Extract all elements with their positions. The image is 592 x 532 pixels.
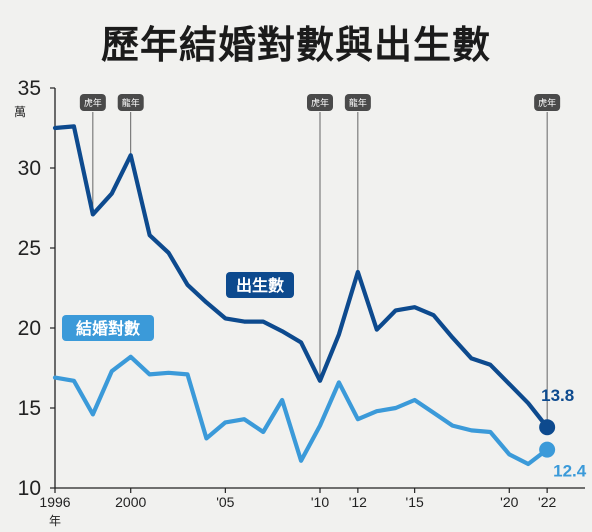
y-tick-label: 25	[18, 237, 41, 260]
chart-title: 歷年結婚對數與出生數	[100, 23, 491, 67]
annotation-badge	[307, 94, 333, 111]
series-end-point-0	[539, 419, 556, 436]
marriages-series-name: 結婚對數	[76, 319, 140, 338]
marriages-end-label: 12.4	[553, 462, 587, 481]
marriages-series-badge	[62, 315, 154, 341]
x-unit-label: 年	[49, 514, 61, 528]
x-tick-label: '05	[216, 494, 234, 510]
annotation-badge	[534, 94, 561, 111]
y-tick-label: 15	[18, 397, 41, 420]
annotation-label: 虎年	[311, 97, 329, 109]
y-tick-label: 20	[18, 317, 41, 340]
x-tick-label: '20	[500, 494, 518, 510]
annotation-label: 虎年	[538, 97, 556, 109]
y-tick-label: 10	[18, 477, 41, 500]
births-series-badge	[226, 272, 294, 298]
series-end-point-1	[539, 441, 556, 458]
series-line-1	[52, 354, 550, 467]
x-tick-label: 1996	[39, 494, 70, 510]
births-end-label: 13.8	[541, 386, 574, 405]
x-tick-label: '15	[406, 494, 424, 510]
annotation-badge	[344, 94, 371, 111]
y-unit-label: 萬	[14, 105, 26, 119]
annotation-label: 龍年	[122, 97, 140, 109]
y-tick-label: 30	[18, 157, 41, 180]
births-series-name: 出生數	[236, 276, 284, 295]
series-line-0	[52, 124, 550, 430]
annotation-badge	[79, 94, 106, 111]
x-tick-label: 2000	[115, 494, 146, 510]
annotation-label: 虎年	[84, 97, 102, 109]
y-tick-label: 35	[18, 77, 41, 100]
x-tick-label: '10	[311, 494, 329, 510]
annotation-badge	[117, 94, 144, 111]
x-tick-label: '12	[349, 494, 367, 510]
annotation-label: 龍年	[349, 97, 367, 109]
x-tick-label: '22	[538, 494, 556, 510]
